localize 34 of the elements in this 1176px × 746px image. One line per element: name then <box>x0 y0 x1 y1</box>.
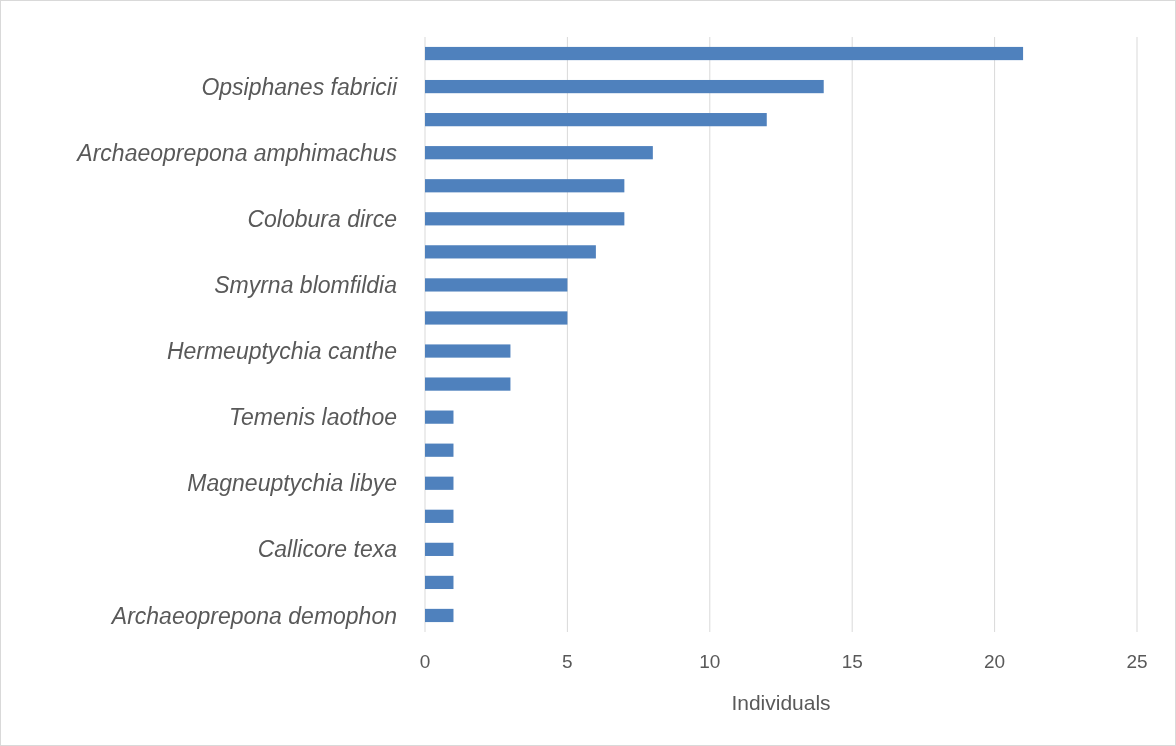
x-tick-label: 20 <box>984 651 1006 672</box>
bar <box>425 245 596 259</box>
x-axis-title: Individuals <box>731 691 831 714</box>
bar <box>425 608 454 623</box>
bar <box>425 443 454 457</box>
x-tick-label: 0 <box>419 651 431 672</box>
bar <box>425 377 511 391</box>
bar <box>425 509 454 523</box>
x-tick-label: 5 <box>562 651 573 672</box>
y-tick-label: Magneuptychia libye <box>187 470 397 497</box>
x-tick-label: 10 <box>699 651 721 672</box>
y-tick-label: Callicore texa <box>257 536 397 563</box>
bar <box>425 212 625 226</box>
bar <box>425 113 767 127</box>
x-tick-label: 25 <box>1126 651 1148 672</box>
bar <box>425 410 454 424</box>
bar <box>425 79 824 94</box>
bar <box>425 542 454 556</box>
bar <box>425 311 568 325</box>
bar <box>425 476 454 490</box>
y-tick-label: Archaeoprepona amphimachus <box>75 139 398 166</box>
y-tick-label: Temenis laothoe <box>229 404 397 431</box>
y-tick-label: Smyrna blomfildia <box>214 271 397 298</box>
bar <box>425 575 454 590</box>
y-tick-label: Opsiphanes fabricii <box>201 73 398 100</box>
y-tick-label: Hermeuptychia canthe <box>166 338 397 365</box>
bar <box>425 46 1024 61</box>
bar <box>425 179 625 193</box>
bar <box>425 278 568 292</box>
bar <box>425 146 653 160</box>
y-tick-label: Colobura dirce <box>247 205 397 232</box>
y-tick-label: Archaeoprepona demophon <box>109 602 397 629</box>
bar <box>425 344 511 358</box>
x-tick-label: 15 <box>841 651 863 672</box>
